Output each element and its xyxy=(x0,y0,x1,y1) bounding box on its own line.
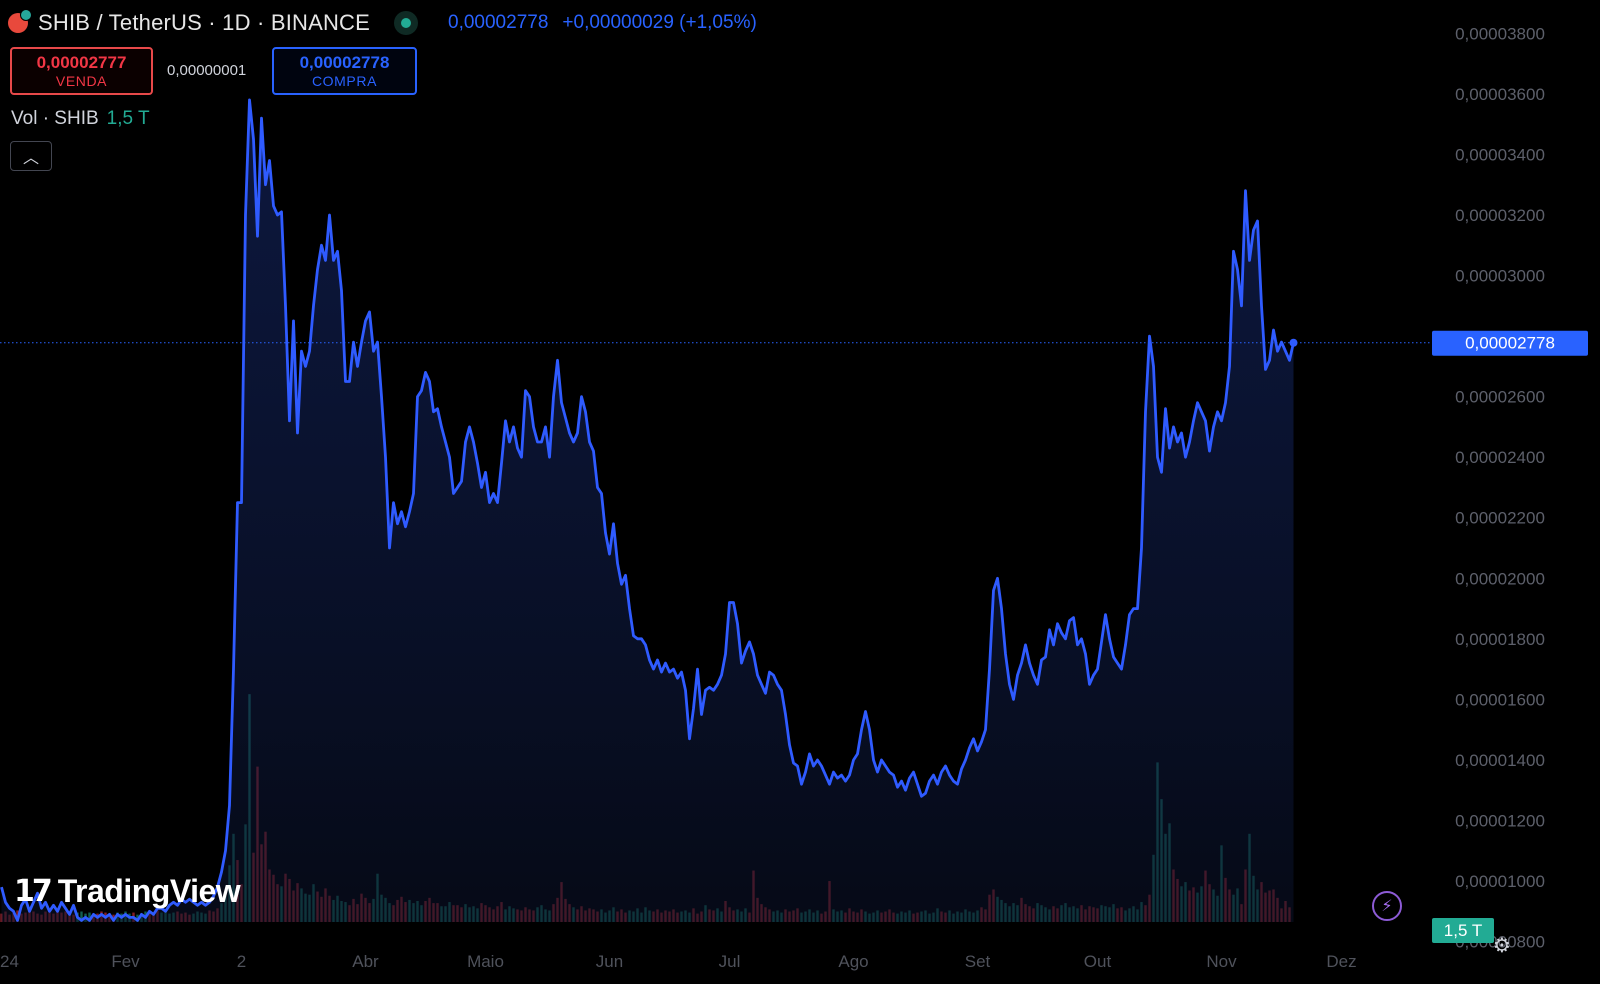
chevron-up-icon: ︿ xyxy=(22,150,39,167)
shib-logo-icon xyxy=(8,9,32,33)
x-tick-label: Jun xyxy=(596,952,623,971)
y-tick-label: 0,00003800 xyxy=(1455,24,1545,43)
price-area-fill xyxy=(1,99,1294,922)
volume-bar xyxy=(88,912,91,922)
volume-legend[interactable]: Vol · SHIB 1,5 T xyxy=(11,108,150,130)
spread-value: 0,00000001 xyxy=(167,62,247,79)
x-tick-label: Nov xyxy=(1206,952,1237,971)
y-tick-label: 0,00001000 xyxy=(1455,872,1545,891)
header-price: 0,00002778 xyxy=(448,12,549,33)
collapse-legend-button[interactable]: ︿ xyxy=(10,141,52,171)
y-tick-label: 0,00001600 xyxy=(1455,690,1545,709)
axis-tags: 0,00002778 1,5 T xyxy=(1432,330,1588,943)
y-tick-label: 0,00003400 xyxy=(1455,145,1545,164)
volume-tag xyxy=(1432,918,1494,943)
x-tick-label: Abr xyxy=(352,952,379,971)
current-price-tag-label: 0,00002778 xyxy=(1465,334,1555,353)
settings-gear-icon[interactable]: ⚙ xyxy=(1493,934,1511,957)
current-price-tag xyxy=(1432,330,1588,356)
sell-price: 0,00002777 xyxy=(36,53,127,72)
symbol-title[interactable]: SHIB / TetherUS · 1D · BINANCE xyxy=(38,10,371,35)
symbol-header: SHIB / TetherUS · 1D · BINANCE 0,0000277… xyxy=(8,6,757,40)
x-tick-label: 2 xyxy=(237,952,246,971)
volume-tag-label: 1,5 T xyxy=(1444,921,1482,940)
tradingview-logo-icon: 17 xyxy=(14,874,53,909)
y-tick-label: 0,00002200 xyxy=(1455,509,1545,528)
y-tick-label: 0,00002400 xyxy=(1455,448,1545,467)
buy-button[interactable]: 0,00002778 COMPRA xyxy=(272,47,417,95)
sell-label: VENDA xyxy=(55,73,108,89)
sell-button[interactable]: 0,00002777 VENDA xyxy=(10,47,153,95)
price-area xyxy=(1,99,1294,922)
x-tick-label: Ago xyxy=(838,952,868,971)
tradingview-watermark[interactable]: 17 TradingView xyxy=(14,873,241,910)
y-tick-label: 0,00003200 xyxy=(1455,206,1545,225)
volume-label: Vol · SHIB xyxy=(11,108,99,129)
market-open-icon[interactable] xyxy=(394,11,419,35)
x-tick-label: Maio xyxy=(467,952,504,971)
buy-label: COMPRA xyxy=(311,73,378,89)
x-tick-label: Out xyxy=(1084,952,1112,971)
y-axis[interactable]: 0,000008000,000010000,000012000,00001400… xyxy=(1455,24,1545,951)
price-line xyxy=(0,98,1430,922)
x-axis[interactable]: 24 Fev 2 Abr Maio Jun Jul Ago Set Out Nov Dez xyxy=(0,952,1357,971)
volume-value: 1,5 T xyxy=(106,108,150,129)
volume-bar xyxy=(80,911,83,922)
x-tick-label: 24 xyxy=(0,952,19,971)
y-tick-label: 0,00001800 xyxy=(1455,630,1545,649)
buy-price: 0,00002778 xyxy=(299,53,390,72)
x-tick-label: Jul xyxy=(719,952,741,971)
y-tick-label: 0,00002600 xyxy=(1455,388,1545,407)
x-tick-label: Fev xyxy=(111,952,140,971)
price-series-line xyxy=(0,98,1295,922)
y-tick-label: 0,00001400 xyxy=(1455,751,1545,770)
tradingview-text: TradingView xyxy=(57,873,241,909)
y-tick-label: 0,00001200 xyxy=(1455,812,1545,831)
x-tick-label: Dez xyxy=(1326,952,1356,971)
y-tick-label: 0,00003600 xyxy=(1455,85,1545,104)
header-change: +0,00000029 (+1,05%) xyxy=(562,12,757,33)
y-tick-label: 0,00002000 xyxy=(1455,569,1545,588)
lightning-icon[interactable]: ⚡ xyxy=(1372,891,1402,921)
x-tick-label: Set xyxy=(965,952,991,971)
y-tick-label: 0,00003000 xyxy=(1455,267,1545,286)
